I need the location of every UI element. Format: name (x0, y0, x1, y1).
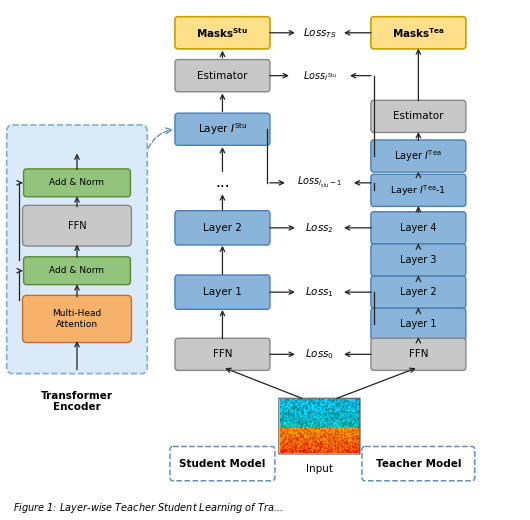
FancyBboxPatch shape (175, 275, 270, 309)
FancyBboxPatch shape (23, 169, 130, 197)
Text: $Loss_{I_{\mathrm{stu}}-1}$: $Loss_{I_{\mathrm{stu}}-1}$ (297, 175, 342, 190)
Text: Multi-Head
Attention: Multi-Head Attention (52, 309, 102, 329)
Text: Layer $I^{\mathregular{Tea}}$: Layer $I^{\mathregular{Tea}}$ (394, 148, 442, 164)
FancyBboxPatch shape (371, 308, 466, 341)
Text: Layer 1: Layer 1 (400, 319, 437, 329)
Text: Layer $I^{\mathregular{Tea}}$-1: Layer $I^{\mathregular{Tea}}$-1 (390, 183, 446, 198)
FancyBboxPatch shape (23, 205, 131, 246)
FancyBboxPatch shape (371, 174, 466, 206)
Text: Layer 3: Layer 3 (400, 255, 437, 265)
Text: Add & Norm: Add & Norm (49, 178, 104, 187)
Text: $Loss_0$: $Loss_0$ (305, 347, 334, 361)
Text: Masks$^{\mathregular{Stu}}$: Masks$^{\mathregular{Stu}}$ (197, 26, 249, 40)
FancyBboxPatch shape (175, 17, 270, 49)
FancyBboxPatch shape (371, 338, 466, 370)
Text: Add & Norm: Add & Norm (49, 266, 104, 275)
Text: Masks$^{\mathregular{Tea}}$: Masks$^{\mathregular{Tea}}$ (392, 26, 445, 40)
Text: Transformer
Encoder: Transformer Encoder (41, 391, 113, 412)
Text: $Loss_2$: $Loss_2$ (305, 221, 334, 235)
Text: $Loss_{TS}$: $Loss_{TS}$ (303, 26, 337, 40)
Text: FFN: FFN (68, 220, 86, 231)
FancyBboxPatch shape (371, 212, 466, 244)
Text: Layer 1: Layer 1 (203, 287, 242, 297)
FancyBboxPatch shape (371, 244, 466, 276)
FancyBboxPatch shape (23, 295, 131, 343)
Text: Layer $I^{\mathregular{Stu}}$: Layer $I^{\mathregular{Stu}}$ (198, 121, 247, 137)
FancyBboxPatch shape (23, 257, 130, 284)
Text: $Loss_1$: $Loss_1$ (305, 285, 334, 299)
Text: Estimator: Estimator (393, 111, 444, 121)
Text: FFN: FFN (213, 349, 232, 359)
FancyBboxPatch shape (362, 447, 475, 481)
Text: Layer 2: Layer 2 (203, 223, 242, 233)
Text: Student Model: Student Model (179, 459, 266, 469)
Text: Estimator: Estimator (197, 71, 248, 81)
FancyBboxPatch shape (170, 447, 275, 481)
FancyBboxPatch shape (371, 276, 466, 308)
FancyBboxPatch shape (175, 113, 270, 145)
FancyBboxPatch shape (371, 100, 466, 133)
Text: Input: Input (306, 464, 333, 474)
Text: Layer 4: Layer 4 (400, 223, 437, 233)
FancyBboxPatch shape (175, 60, 270, 92)
Text: Layer 2: Layer 2 (400, 287, 437, 297)
FancyBboxPatch shape (175, 338, 270, 370)
Text: Figure 1: $Layer$-$wise$ $Teacher$ $Student$ $Learning$ $of$ $Tra$...: Figure 1: $Layer$-$wise$ $Teacher$ $Stud… (13, 501, 283, 515)
FancyBboxPatch shape (371, 140, 466, 172)
FancyBboxPatch shape (175, 211, 270, 245)
Text: $Loss_{I^{\mathrm{Stu}}}$: $Loss_{I^{\mathrm{Stu}}}$ (303, 69, 336, 83)
FancyBboxPatch shape (371, 17, 466, 49)
Text: ...: ... (215, 175, 230, 190)
Text: Teacher Model: Teacher Model (376, 459, 461, 469)
FancyBboxPatch shape (7, 125, 147, 373)
Text: FFN: FFN (409, 349, 428, 359)
